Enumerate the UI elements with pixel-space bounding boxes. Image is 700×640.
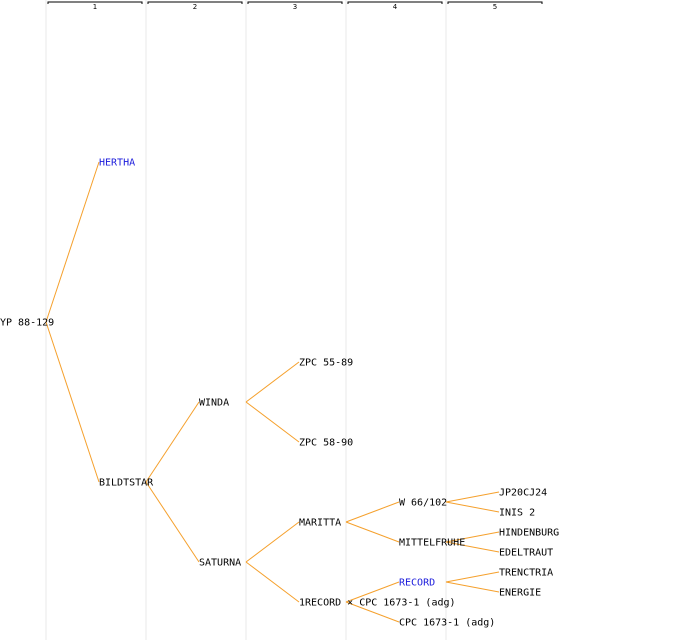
node-label-n11[interactable]: RECORD [399, 578, 435, 589]
edge-n7-n10 [345, 521, 400, 543]
edge-n11-n18 [445, 581, 500, 593]
edge-n9-n14 [445, 501, 500, 513]
column-number-1: 1 [93, 3, 97, 11]
node-label-n6: ZPC 58-90 [299, 438, 353, 449]
edge-n4-n7 [245, 521, 300, 563]
node-label-n7: MARITTA [299, 518, 341, 529]
column-bracket-5 [447, 1, 543, 4]
node-label-n8: 1RECORD × CPC 1673-1 (adg) [299, 598, 456, 609]
node-label-n4: SATURNA [199, 558, 241, 569]
node-label-n13: JP20CJ24 [499, 488, 547, 499]
node-label-n2: BILDTSTAR [99, 478, 154, 489]
node-label-n5: ZPC 55-89 [299, 358, 353, 369]
node-label-root: YP 88-129 [0, 318, 54, 329]
edge-n8-n11 [345, 581, 400, 603]
column-number-5: 5 [493, 3, 497, 11]
edge-n3-n5 [245, 361, 300, 403]
column-number-4: 4 [393, 3, 398, 11]
node-label-n16: EDELTRAUT [499, 548, 553, 559]
column-bracket-1 [47, 1, 143, 4]
edge-root-n1 [45, 161, 100, 323]
column-bracket-2 [147, 1, 243, 4]
edge-n10-n15 [445, 531, 500, 543]
node-label-n17: TRENCTRIA [499, 568, 553, 579]
node-label-n1[interactable]: HERTHA [99, 158, 135, 169]
edge-n4-n8 [245, 561, 300, 603]
edge-root-n2 [45, 321, 100, 483]
column-bracket-3 [247, 1, 343, 4]
column-number-3: 3 [293, 3, 297, 11]
edge-n10-n16 [445, 541, 500, 553]
column-number-2: 2 [193, 3, 197, 11]
node-label-n10: MITTELFRUHE [399, 538, 465, 549]
edge-n3-n6 [245, 401, 300, 443]
edge-n7-n9 [345, 501, 400, 523]
edge-n2-n3 [145, 401, 200, 483]
column-bracket-4 [347, 1, 443, 4]
edge-n9-n13 [445, 491, 500, 503]
node-label-n18: ENERGIE [499, 588, 541, 599]
node-label-n15: HINDENBURG [499, 528, 559, 539]
node-label-n14: INIS 2 [499, 508, 535, 519]
node-label-n3: WINDA [199, 398, 229, 409]
edge-n11-n17 [445, 571, 500, 583]
edge-n8-n12 [345, 601, 400, 623]
edge-n2-n4 [145, 481, 200, 563]
node-label-n12: CPC 1673-1 (adg) [399, 618, 495, 629]
node-label-n9: W 66/102 [399, 498, 447, 509]
